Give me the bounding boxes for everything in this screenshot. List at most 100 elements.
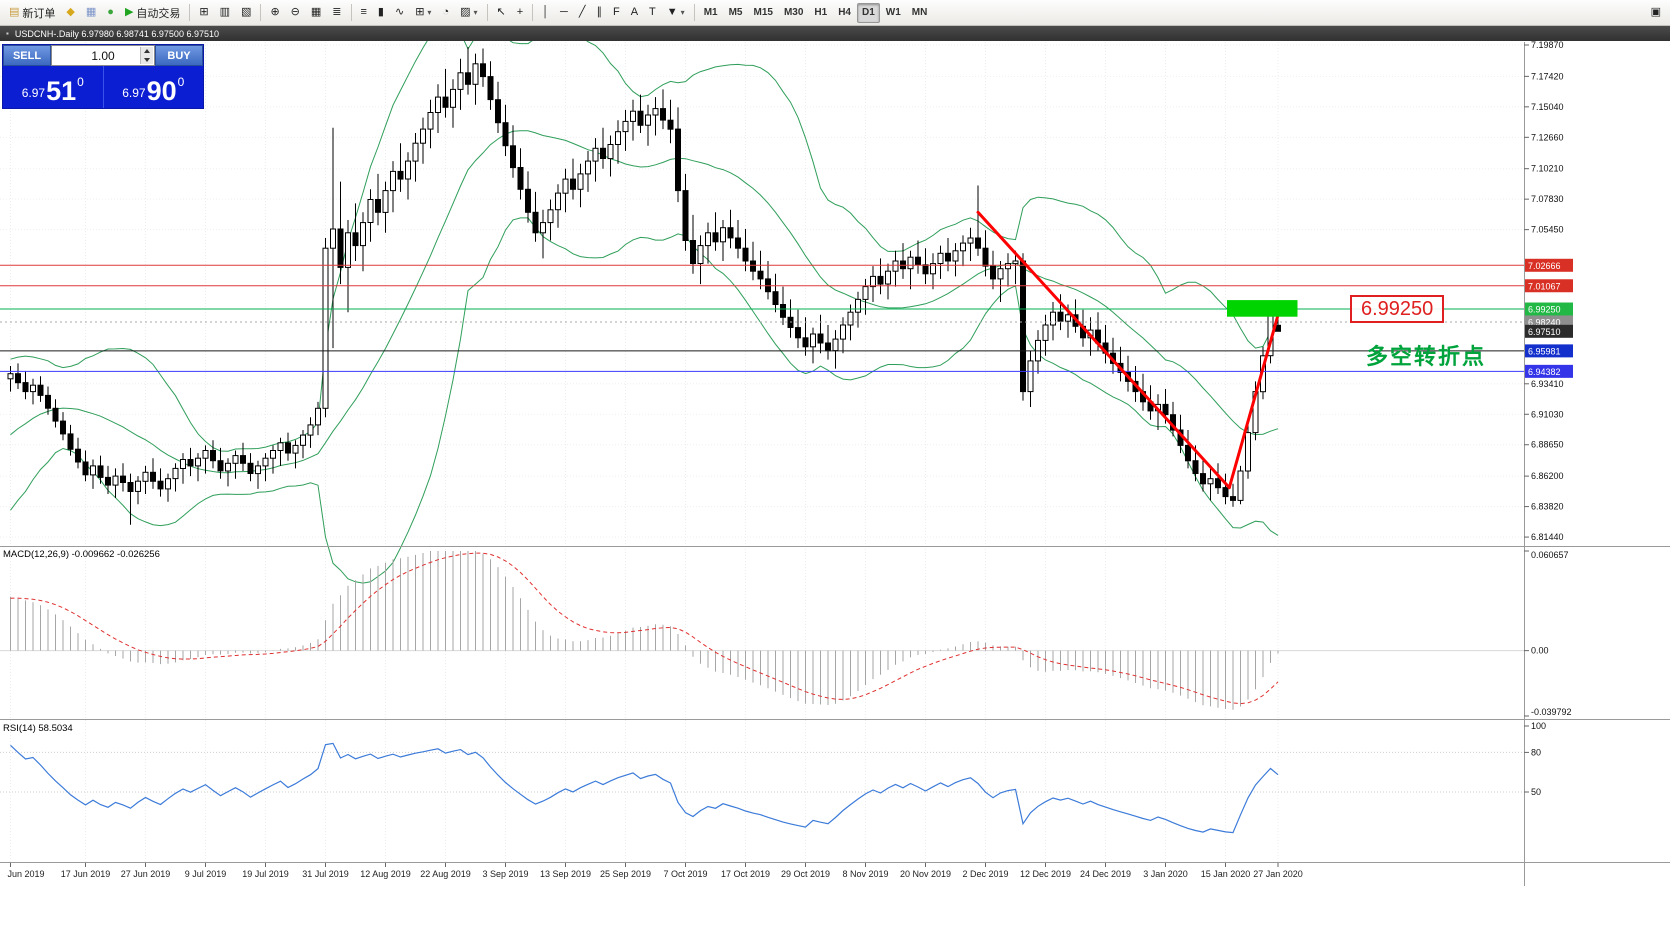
period-icon: ◔ <box>442 6 450 18</box>
tf-m1-button[interactable]: M1 <box>699 3 723 23</box>
panel-separators <box>0 42 1670 886</box>
macd-indicator-label: MACD(12,26,9) -0.009662 -0.026256 <box>3 549 160 560</box>
date-label: 25 Sep 2019 <box>600 869 651 879</box>
templates-icon[interactable]: ▨ ▾ <box>455 3 482 23</box>
lot-stepper[interactable] <box>140 47 153 64</box>
rsi-line <box>10 742 1279 834</box>
price-callout-label[interactable]: 6.99250 <box>1350 295 1445 323</box>
date-label: 12 Dec 2019 <box>1020 869 1071 879</box>
lot-size-input[interactable]: 1.00 <box>51 45 155 66</box>
lot-increase-icon[interactable] <box>141 47 153 56</box>
bar-chart-icon[interactable]: ≡ <box>356 3 372 23</box>
tf-h1-label: H1 <box>814 7 828 18</box>
buy-price-display[interactable]: 6.97 90 0 <box>102 66 204 108</box>
tf-h4-label: H4 <box>838 7 851 18</box>
arrows-icon[interactable]: ▼ ▾ <box>662 3 690 23</box>
news-icon[interactable]: ● <box>102 3 119 23</box>
tf-h4-button[interactable]: H4 <box>833 3 856 23</box>
main-toolbar: ▤ 新订单 ◆ ▦ ● ▶ 自动交易 ⊞ ▥ ▧ ⊕ ⊖ ▦ ≣ ≡ ▮ ∿ ⊞ ▾ ◔ ▨ ▾ ↖ + │ ─ ╱ ∥ F A T ▼ ▾ M1… <box>0 0 1670 26</box>
navigator-icon: ▧ <box>241 6 252 18</box>
buy-price-sup: 0 <box>177 75 185 89</box>
data-window-icon[interactable]: ⊞ <box>194 3 213 23</box>
lot-decrease-icon[interactable] <box>141 55 153 64</box>
chart-title: USDCNH-.Daily 6.97980 6.98741 6.97500 6.… <box>14 28 219 39</box>
trend-line-1[interactable] <box>976 210 1231 490</box>
zoom-out-icon[interactable]: ⊖ <box>286 3 305 23</box>
date-label: 7 Oct 2019 <box>663 869 707 879</box>
text-label-icon[interactable]: T <box>644 3 661 23</box>
tf-mn-button[interactable]: MN <box>907 3 933 23</box>
tile-windows-icon[interactable]: ▦ <box>306 3 326 23</box>
toolbar-separator <box>350 4 352 21</box>
trend-line-icon[interactable]: ╱ <box>574 3 591 23</box>
text-icon[interactable]: A <box>626 3 643 23</box>
price-tick-label: 7.12660 <box>1531 132 1564 142</box>
date-label: 17 Oct 2019 <box>721 869 770 879</box>
objects-list-icon[interactable]: ≣ <box>327 3 346 23</box>
vertical-line-icon[interactable]: │ <box>537 3 554 23</box>
horizontal-level-lines[interactable] <box>0 264 1524 372</box>
date-label: 8 Nov 2019 <box>842 869 888 879</box>
auto-trading-button[interactable]: ▶ 自动交易 <box>120 3 185 23</box>
bollinger-bands <box>10 25 1279 584</box>
toolbar-separator <box>486 4 488 21</box>
tf-d1-button[interactable]: D1 <box>857 2 880 23</box>
alerts-icon[interactable]: ▦ <box>81 3 101 23</box>
trend-lines[interactable] <box>976 210 1283 490</box>
sell-price-big: 51 <box>46 76 77 107</box>
new-order-icon: ▤ <box>9 6 20 18</box>
navigator-icon[interactable]: ▧ <box>236 3 256 23</box>
tf-w1-button[interactable]: W1 <box>881 3 906 23</box>
date-label: 27 Jan 2020 <box>1253 869 1303 879</box>
sell-price-display[interactable]: 6.97 51 0 <box>3 66 103 108</box>
chart-profiles-icon: ◆ <box>66 6 75 18</box>
macd-signal-line <box>10 552 1279 705</box>
price-tick-label: 6.86200 <box>1531 471 1564 481</box>
trend-line-2[interactable] <box>1227 303 1283 490</box>
cursor-icon[interactable]: ↖ <box>492 3 511 23</box>
time-axis[interactable]: Jun 2019 17 Jun 2019 27 Jun 2019 9 Jul 2019… <box>7 863 1303 879</box>
tf-m15-button[interactable]: M15 <box>749 3 778 23</box>
news-icon: ● <box>107 6 114 18</box>
tf-d1-label: D1 <box>862 7 875 18</box>
turning-point-annotation[interactable]: 多空转折点 <box>1366 344 1487 369</box>
trend-line-icon: ╱ <box>578 6 586 18</box>
new-chart-icon[interactable]: ⊞ ▾ <box>410 3 436 23</box>
tf-h1-button[interactable]: H1 <box>809 3 832 23</box>
price-tick-label: 7.05450 <box>1531 225 1564 235</box>
sell-button[interactable]: SELL <box>3 45 51 66</box>
macd-histogram <box>0 551 1524 710</box>
horizontal-line-icon: ─ <box>560 6 568 18</box>
period-icon[interactable]: ◔ <box>437 3 454 23</box>
tf-m30-button[interactable]: M30 <box>779 3 808 23</box>
horizontal-line-icon[interactable]: ─ <box>555 3 573 23</box>
price-badge-label: 6.95981 <box>1528 346 1561 356</box>
date-label: 3 Jan 2020 <box>1143 869 1188 879</box>
new-order-button[interactable]: ▤ 新订单 <box>4 3 60 23</box>
crosshair-icon[interactable]: + <box>512 3 528 23</box>
date-label: 27 Jun 2019 <box>121 869 171 879</box>
buy-button[interactable]: BUY <box>155 45 203 66</box>
price-badge-label: 6.97510 <box>1528 327 1561 337</box>
chart-profiles-icon[interactable]: ◆ <box>61 3 79 23</box>
market-watch-icon[interactable]: ▥ <box>215 3 235 23</box>
resistance-line-1-badge <box>1525 258 1573 272</box>
fibonacci-icon[interactable]: F <box>608 3 625 23</box>
key-level-line-badge <box>1525 302 1573 316</box>
tile-windows-icon: ▦ <box>310 6 322 18</box>
new-window-icon[interactable]: ▣ <box>1646 3 1666 23</box>
auto-trading-icon: ▶ <box>124 6 134 18</box>
zoom-in-icon[interactable]: ⊕ <box>265 3 284 23</box>
highlight-rectangle[interactable] <box>1227 300 1298 317</box>
resistance-line-2-badge <box>1525 279 1573 293</box>
candlestick-chart-icon[interactable]: ▮ <box>373 3 389 23</box>
price-tick-label: 7.19870 <box>1531 40 1564 50</box>
equidistant-channel-icon[interactable]: ∥ <box>591 3 607 23</box>
price-badge-label: 6.98240 <box>1528 317 1561 327</box>
tf-m5-button[interactable]: M5 <box>724 3 748 23</box>
zoom-in-icon: ⊕ <box>270 6 280 18</box>
line-chart-icon[interactable]: ∿ <box>390 3 409 23</box>
price-axis[interactable]: 7.19870 7.17420 7.15040 7.12660 7.10210 7.078… <box>1524 40 1573 797</box>
price-badge-label: 6.99250 <box>1528 305 1561 315</box>
